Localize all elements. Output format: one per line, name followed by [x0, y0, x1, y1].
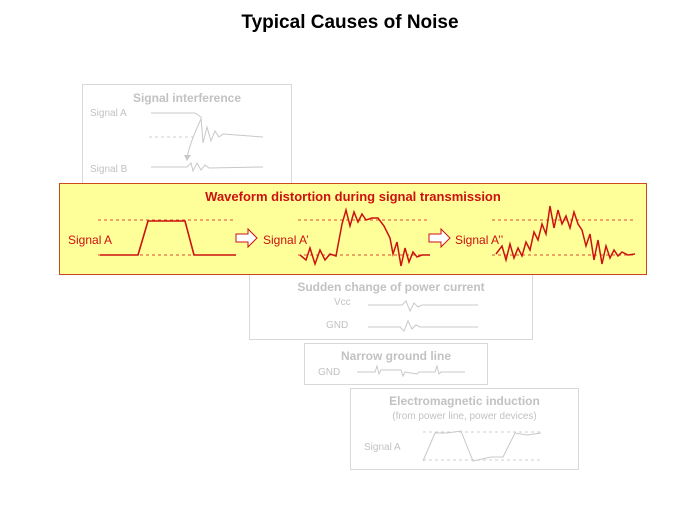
interference-waveform [149, 112, 264, 173]
distortion-waveforms [98, 205, 636, 267]
em-signal-a-label: Signal A [364, 442, 401, 453]
signal-a-label: Signal A [90, 108, 127, 119]
signal-a-double-prime-label: Signal A’’ [455, 233, 504, 247]
signal-interference-title: Signal interference [132, 91, 242, 105]
em-induction-panel: Electromagnetic induction (from power li… [350, 388, 579, 470]
narrow-ground-panel: Narrow ground line GND [304, 343, 488, 385]
page-title: Typical Causes of Noise [241, 12, 459, 33]
signal-a-prime-label: Signal A’ [263, 233, 309, 247]
em-induction-title: Electromagnetic induction [389, 394, 540, 408]
signal-a-original-label: Signal A [68, 233, 113, 247]
vcc-label: Vcc [334, 297, 351, 308]
em-waveform [422, 430, 542, 462]
signal-b-label: Signal B [90, 164, 128, 175]
ground-waveform [357, 364, 465, 378]
ground-gnd-label: GND [318, 367, 341, 378]
waveform-distortion-title: Waveform distortion during signal transm… [205, 189, 501, 204]
power-current-title: Sudden change of power current [297, 280, 485, 294]
power-waveform [368, 300, 478, 332]
waveform-distortion-panel: Waveform distortion during signal transm… [59, 183, 647, 275]
arrow-right-icon [428, 227, 451, 249]
narrow-ground-title: Narrow ground line [340, 349, 451, 363]
gnd-label: GND [326, 320, 349, 331]
em-induction-subtitle: (from power line, power devices) [392, 411, 537, 422]
power-current-panel: Sudden change of power current Vcc GND [249, 268, 533, 340]
signal-interference-panel: Signal interference Signal A Signal B [82, 84, 292, 196]
arrow-right-icon [235, 227, 258, 249]
